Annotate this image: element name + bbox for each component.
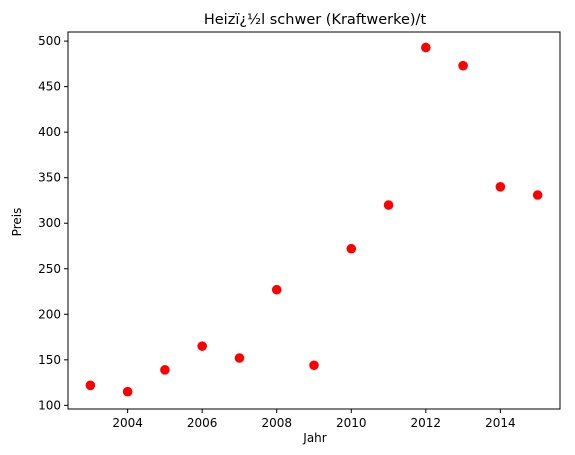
data-point (122, 386, 133, 397)
x-axis: 2004 2006 2008 2010 2012 2014 (112, 409, 516, 430)
y-tick-label: 250 (38, 262, 61, 276)
y-tick-label: 450 (38, 80, 61, 94)
data-point (160, 365, 170, 375)
data-point (85, 380, 96, 391)
data-point (421, 42, 431, 53)
data-point (532, 190, 543, 200)
data-point (346, 243, 357, 254)
y-tick-label: 150 (38, 353, 61, 367)
y-tick-label: 500 (38, 34, 61, 48)
data-point (271, 284, 282, 295)
x-tick-label: 2006 (187, 416, 218, 430)
y-tick-label: 300 (38, 216, 61, 230)
y-axis-label: Preis (10, 208, 24, 237)
data-point (197, 341, 207, 351)
y-tick-label: 200 (38, 307, 61, 321)
y-tick-label: 350 (38, 171, 61, 185)
x-axis-label: Jahr (302, 431, 326, 445)
plot-frame (67, 31, 561, 410)
x-tick-label: 2014 (485, 416, 516, 430)
x-tick-label: 2012 (411, 416, 442, 430)
data-point (383, 200, 394, 210)
data-point (309, 360, 319, 371)
data-point (495, 182, 506, 192)
x-tick-label: 2004 (112, 416, 143, 430)
data-point (458, 60, 468, 71)
x-tick-label: 2008 (261, 416, 292, 430)
y-tick-label: 400 (38, 125, 61, 139)
y-axis: 100 150 200 250 300 350 400 450 500 (38, 34, 68, 412)
x-tick-label: 2010 (336, 416, 367, 430)
data-points (85, 42, 543, 397)
y-tick-label: 100 (38, 398, 61, 412)
data-point (234, 353, 245, 363)
chart-title: Heizï¿½l schwer (Kraftwerke)/t (204, 12, 427, 28)
